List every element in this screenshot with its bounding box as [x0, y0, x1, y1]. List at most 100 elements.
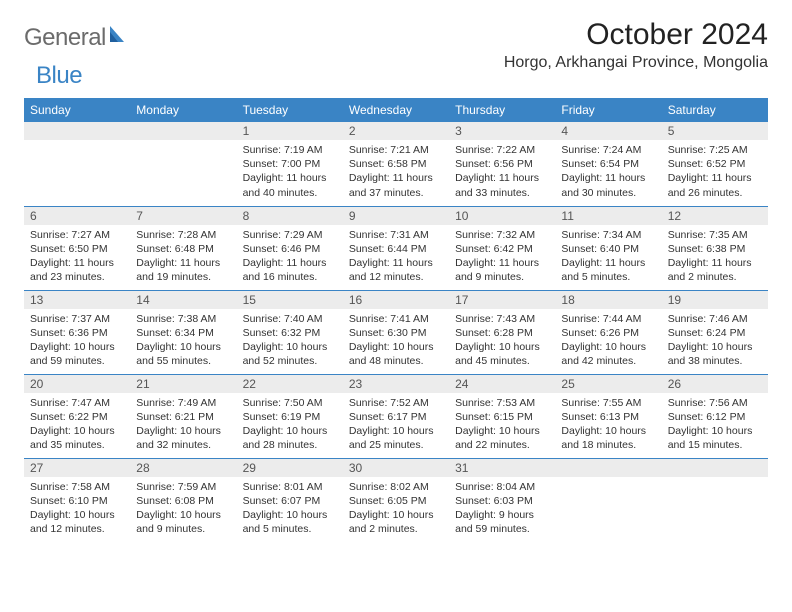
empty-daynum [555, 459, 661, 477]
empty-daynum [24, 122, 130, 140]
day-content: Sunrise: 7:24 AMSunset: 6:54 PMDaylight:… [555, 140, 661, 204]
day-content: Sunrise: 7:43 AMSunset: 6:28 PMDaylight:… [449, 309, 555, 373]
day-number: 1 [237, 122, 343, 140]
day-content: Sunrise: 8:01 AMSunset: 6:07 PMDaylight:… [237, 477, 343, 541]
day-number: 2 [343, 122, 449, 140]
sunrise-text: Sunrise: 7:40 AM [243, 312, 337, 326]
daylight-text: Daylight: 10 hours and 12 minutes. [30, 508, 124, 536]
calendar-cell: 19Sunrise: 7:46 AMSunset: 6:24 PMDayligh… [662, 290, 768, 374]
sunset-text: Sunset: 6:03 PM [455, 494, 549, 508]
sunset-text: Sunset: 6:28 PM [455, 326, 549, 340]
daylight-text: Daylight: 10 hours and 38 minutes. [668, 340, 762, 368]
sunset-text: Sunset: 6:17 PM [349, 410, 443, 424]
daylight-text: Daylight: 11 hours and 2 minutes. [668, 256, 762, 284]
sunset-text: Sunset: 6:34 PM [136, 326, 230, 340]
weekday-header: Thursday [449, 98, 555, 122]
weekday-header: Monday [130, 98, 236, 122]
daylight-text: Daylight: 11 hours and 16 minutes. [243, 256, 337, 284]
day-content: Sunrise: 7:47 AMSunset: 6:22 PMDaylight:… [24, 393, 130, 457]
calendar-cell: 4Sunrise: 7:24 AMSunset: 6:54 PMDaylight… [555, 122, 661, 206]
calendar-row: 1Sunrise: 7:19 AMSunset: 7:00 PMDaylight… [24, 122, 768, 206]
daylight-text: Daylight: 10 hours and 25 minutes. [349, 424, 443, 452]
day-number: 6 [24, 207, 130, 225]
daylight-text: Daylight: 10 hours and 42 minutes. [561, 340, 655, 368]
sunrise-text: Sunrise: 7:44 AM [561, 312, 655, 326]
day-number: 27 [24, 459, 130, 477]
sunrise-text: Sunrise: 7:27 AM [30, 228, 124, 242]
day-content: Sunrise: 7:22 AMSunset: 6:56 PMDaylight:… [449, 140, 555, 204]
day-number: 10 [449, 207, 555, 225]
day-content: Sunrise: 7:37 AMSunset: 6:36 PMDaylight:… [24, 309, 130, 373]
daylight-text: Daylight: 10 hours and 35 minutes. [30, 424, 124, 452]
sunset-text: Sunset: 6:13 PM [561, 410, 655, 424]
location-text: Horgo, Arkhangai Province, Mongolia [504, 54, 768, 72]
sunset-text: Sunset: 6:07 PM [243, 494, 337, 508]
calendar-cell [662, 458, 768, 542]
calendar-cell: 13Sunrise: 7:37 AMSunset: 6:36 PMDayligh… [24, 290, 130, 374]
day-content: Sunrise: 7:32 AMSunset: 6:42 PMDaylight:… [449, 225, 555, 289]
empty-daynum [662, 459, 768, 477]
day-number: 19 [662, 291, 768, 309]
sunrise-text: Sunrise: 7:21 AM [349, 143, 443, 157]
sunrise-text: Sunrise: 7:31 AM [349, 228, 443, 242]
brand-text-gray: General [24, 24, 106, 52]
sunset-text: Sunset: 6:12 PM [668, 410, 762, 424]
day-number: 22 [237, 375, 343, 393]
day-number: 20 [24, 375, 130, 393]
day-content: Sunrise: 7:59 AMSunset: 6:08 PMDaylight:… [130, 477, 236, 541]
calendar-cell: 30Sunrise: 8:02 AMSunset: 6:05 PMDayligh… [343, 458, 449, 542]
sunrise-text: Sunrise: 7:49 AM [136, 396, 230, 410]
daylight-text: Daylight: 10 hours and 59 minutes. [30, 340, 124, 368]
calendar-cell: 25Sunrise: 7:55 AMSunset: 6:13 PMDayligh… [555, 374, 661, 458]
day-number: 26 [662, 375, 768, 393]
day-number: 18 [555, 291, 661, 309]
calendar-cell: 27Sunrise: 7:58 AMSunset: 6:10 PMDayligh… [24, 458, 130, 542]
calendar-cell: 28Sunrise: 7:59 AMSunset: 6:08 PMDayligh… [130, 458, 236, 542]
day-number: 4 [555, 122, 661, 140]
day-content: Sunrise: 7:31 AMSunset: 6:44 PMDaylight:… [343, 225, 449, 289]
sunset-text: Sunset: 7:00 PM [243, 157, 337, 171]
calendar-row: 20Sunrise: 7:47 AMSunset: 6:22 PMDayligh… [24, 374, 768, 458]
day-content: Sunrise: 7:41 AMSunset: 6:30 PMDaylight:… [343, 309, 449, 373]
daylight-text: Daylight: 10 hours and 28 minutes. [243, 424, 337, 452]
calendar-cell: 17Sunrise: 7:43 AMSunset: 6:28 PMDayligh… [449, 290, 555, 374]
calendar-cell: 21Sunrise: 7:49 AMSunset: 6:21 PMDayligh… [130, 374, 236, 458]
sunrise-text: Sunrise: 7:32 AM [455, 228, 549, 242]
calendar-cell: 31Sunrise: 8:04 AMSunset: 6:03 PMDayligh… [449, 458, 555, 542]
calendar-row: 13Sunrise: 7:37 AMSunset: 6:36 PMDayligh… [24, 290, 768, 374]
sunset-text: Sunset: 6:58 PM [349, 157, 443, 171]
day-number: 28 [130, 459, 236, 477]
day-number: 14 [130, 291, 236, 309]
calendar-cell: 20Sunrise: 7:47 AMSunset: 6:22 PMDayligh… [24, 374, 130, 458]
sunrise-text: Sunrise: 7:59 AM [136, 480, 230, 494]
day-content: Sunrise: 7:55 AMSunset: 6:13 PMDaylight:… [555, 393, 661, 457]
sunrise-text: Sunrise: 7:25 AM [668, 143, 762, 157]
calendar-body: 1Sunrise: 7:19 AMSunset: 7:00 PMDaylight… [24, 122, 768, 542]
daylight-text: Daylight: 10 hours and 18 minutes. [561, 424, 655, 452]
calendar-cell: 7Sunrise: 7:28 AMSunset: 6:48 PMDaylight… [130, 206, 236, 290]
calendar-cell: 2Sunrise: 7:21 AMSunset: 6:58 PMDaylight… [343, 122, 449, 206]
day-content: Sunrise: 7:19 AMSunset: 7:00 PMDaylight:… [237, 140, 343, 204]
sunset-text: Sunset: 6:48 PM [136, 242, 230, 256]
calendar-cell [555, 458, 661, 542]
sunset-text: Sunset: 6:46 PM [243, 242, 337, 256]
calendar-cell: 6Sunrise: 7:27 AMSunset: 6:50 PMDaylight… [24, 206, 130, 290]
daylight-text: Daylight: 11 hours and 40 minutes. [243, 171, 337, 199]
calendar-cell: 1Sunrise: 7:19 AMSunset: 7:00 PMDaylight… [237, 122, 343, 206]
sunset-text: Sunset: 6:36 PM [30, 326, 124, 340]
day-content: Sunrise: 7:52 AMSunset: 6:17 PMDaylight:… [343, 393, 449, 457]
day-number: 24 [449, 375, 555, 393]
sunset-text: Sunset: 6:56 PM [455, 157, 549, 171]
day-number: 13 [24, 291, 130, 309]
day-number: 30 [343, 459, 449, 477]
daylight-text: Daylight: 9 hours and 59 minutes. [455, 508, 549, 536]
calendar-cell: 12Sunrise: 7:35 AMSunset: 6:38 PMDayligh… [662, 206, 768, 290]
day-number: 8 [237, 207, 343, 225]
daylight-text: Daylight: 11 hours and 23 minutes. [30, 256, 124, 284]
day-content: Sunrise: 7:35 AMSunset: 6:38 PMDaylight:… [662, 225, 768, 289]
sunset-text: Sunset: 6:10 PM [30, 494, 124, 508]
sunset-text: Sunset: 6:24 PM [668, 326, 762, 340]
sail-icon [108, 24, 130, 49]
day-content: Sunrise: 7:46 AMSunset: 6:24 PMDaylight:… [662, 309, 768, 373]
calendar-cell: 3Sunrise: 7:22 AMSunset: 6:56 PMDaylight… [449, 122, 555, 206]
